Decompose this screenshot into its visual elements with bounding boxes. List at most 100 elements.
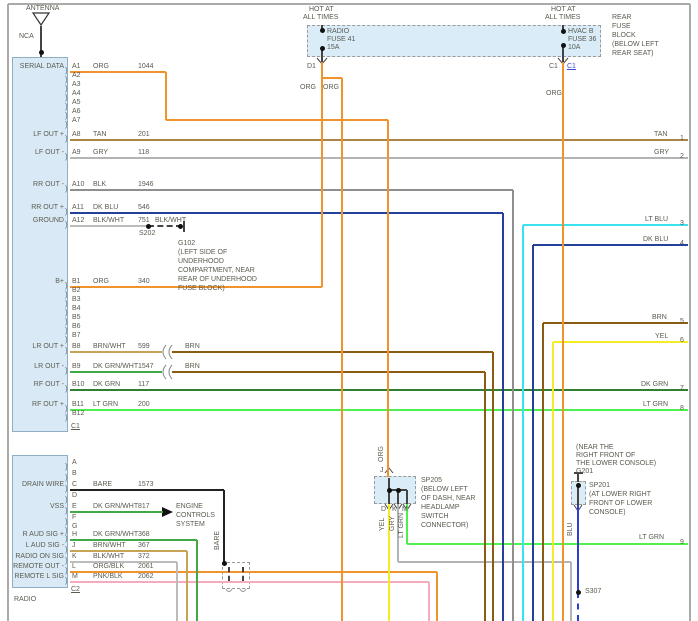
edge-num-9: 9 <box>680 539 684 546</box>
sp201-line-1: SP201 <box>589 482 611 489</box>
circuit-number-label: 1547 <box>138 363 154 370</box>
pin-c1-link[interactable]: C1 <box>567 63 576 70</box>
wire-color-label: DK BLU <box>93 204 119 211</box>
connector-pin-notch: ) <box>65 220 68 229</box>
wire-segment <box>70 389 688 391</box>
inline-connector-icon <box>162 364 173 380</box>
circuit-number-label: 1946 <box>138 181 154 188</box>
wire-segment <box>70 409 688 411</box>
sp205-line-6: CONNECTOR) <box>421 522 469 529</box>
pin-c1-label: C1 <box>549 63 558 70</box>
inline-connector-box <box>222 562 250 589</box>
wire-segment <box>7 4 9 621</box>
sp201-line-4: CONSOLE) <box>589 509 626 516</box>
pin-label: A <box>72 459 77 466</box>
g201-line-3: THE LOWER CONSOLE) <box>576 460 657 467</box>
connector-c2-id[interactable]: C2 <box>71 586 80 593</box>
connector-pin-notch: ) <box>65 326 68 335</box>
engine-line-1: ENGINE <box>176 503 203 510</box>
signal-name-label: B+ <box>55 278 64 285</box>
signal-name-label: LR OUT + <box>32 343 64 350</box>
signal-name-label: RADIO ON SIG <box>15 553 64 560</box>
radio-component-label: RADIO <box>14 596 37 603</box>
wire-segment <box>577 474 579 482</box>
edge-num-2: 2 <box>680 153 684 160</box>
wire-color-label: BRN/WHT <box>93 343 126 350</box>
sp205-line-2: (BELOW LEFT <box>421 486 468 493</box>
nca-label: NCA <box>19 33 34 40</box>
wire-segment <box>172 351 493 353</box>
edge-label-brn: BRN <box>652 314 667 321</box>
pin-label: A9 <box>72 149 81 156</box>
splice-dot <box>576 590 581 595</box>
circuit-number-label: 2061 <box>138 563 154 570</box>
wire-color-label: BRN <box>185 363 200 370</box>
hot-at-left-2: ALL TIMES <box>303 14 339 21</box>
hvac-fuse-amps: 10A <box>568 44 581 51</box>
edge-label-yel: YEL <box>655 333 669 340</box>
circuit-number-label: 2062 <box>138 573 154 580</box>
wire-segment <box>176 562 178 621</box>
connector-cup-icon <box>225 588 247 592</box>
splice-dot <box>39 50 44 55</box>
connector-pin-notch: ) <box>65 134 68 143</box>
wire-color-label: DK GRN/WHT <box>93 531 139 538</box>
sp205-line-1: SP205 <box>421 477 443 484</box>
wire-segment <box>70 157 688 159</box>
wire-color-label: ORG <box>93 63 109 70</box>
radio-fuse-amps: 15A <box>327 44 340 51</box>
wire-segment <box>70 550 187 552</box>
connector-pin-notch: ) <box>65 299 68 308</box>
hvac-fuse-id: FUSE 36 <box>568 36 597 43</box>
pin-label: B9 <box>72 363 81 370</box>
hot-at-right-1: HOT AT <box>551 6 576 13</box>
wire-color-label: DK GRN <box>93 381 121 388</box>
pin-label: B8 <box>72 343 81 350</box>
edge-label-ltgrn9: LT GRN <box>639 534 665 541</box>
circuit-number-label: 599 <box>138 343 150 350</box>
connector-pin-notch: ) <box>65 517 68 526</box>
wire-segment <box>40 26 42 57</box>
connector-pin-notch: ) <box>65 404 68 413</box>
wire-color-label: BARE <box>93 481 113 488</box>
yel-vertical-label: YEL <box>379 517 386 531</box>
pin-label: M <box>72 573 78 580</box>
edge-num-5: 5 <box>680 318 684 325</box>
edge-num-8: 8 <box>680 405 684 412</box>
org-label-2: ORG <box>323 84 339 91</box>
pin-label: B1 <box>72 278 81 285</box>
connector-pin-notch: ) <box>65 366 68 375</box>
pin-label: B6 <box>72 323 81 330</box>
signal-name-label: LR OUT - <box>34 363 64 370</box>
connector-pin-notch: ) <box>65 317 68 326</box>
connector-pin-notch: ) <box>65 93 68 102</box>
connector-pin-notch: ) <box>65 534 68 543</box>
pin-label: B7 <box>72 332 81 339</box>
signal-name-label: SERIAL DATA <box>19 63 64 70</box>
sp205-pin-m: M <box>402 506 408 513</box>
signal-name-label: RF OUT - <box>33 381 64 388</box>
pin-label: A3 <box>72 81 81 88</box>
g102-line-4: COMPARTMENT, NEAR <box>178 267 255 274</box>
connector-c1-id[interactable]: C1 <box>71 423 80 430</box>
wire-segment <box>148 225 182 227</box>
pin-label: A5 <box>72 99 81 106</box>
signal-name-label: VSS <box>49 503 64 510</box>
pin-label: G <box>72 523 78 530</box>
wire-segment <box>70 225 148 227</box>
connector-pin-notch: ) <box>65 346 68 355</box>
wire-color-label: TAN <box>93 131 107 138</box>
wire-segment <box>397 504 399 562</box>
edge-num-1: 1 <box>680 135 684 142</box>
pin-label: A4 <box>72 90 81 97</box>
circuit-number-label: 817 <box>138 503 150 510</box>
wire-segment <box>387 120 389 477</box>
wire-color-label: ORG/BLK <box>93 563 125 570</box>
org-label-1: ORG <box>300 84 316 91</box>
splice-dot <box>396 488 401 493</box>
connector-pin-notch: ) <box>65 526 68 535</box>
wire-segment <box>183 221 185 232</box>
connector-pin-notch: ) <box>65 506 68 515</box>
wire-segment <box>512 190 514 621</box>
engine-line-2: CONTROLS <box>176 512 215 519</box>
